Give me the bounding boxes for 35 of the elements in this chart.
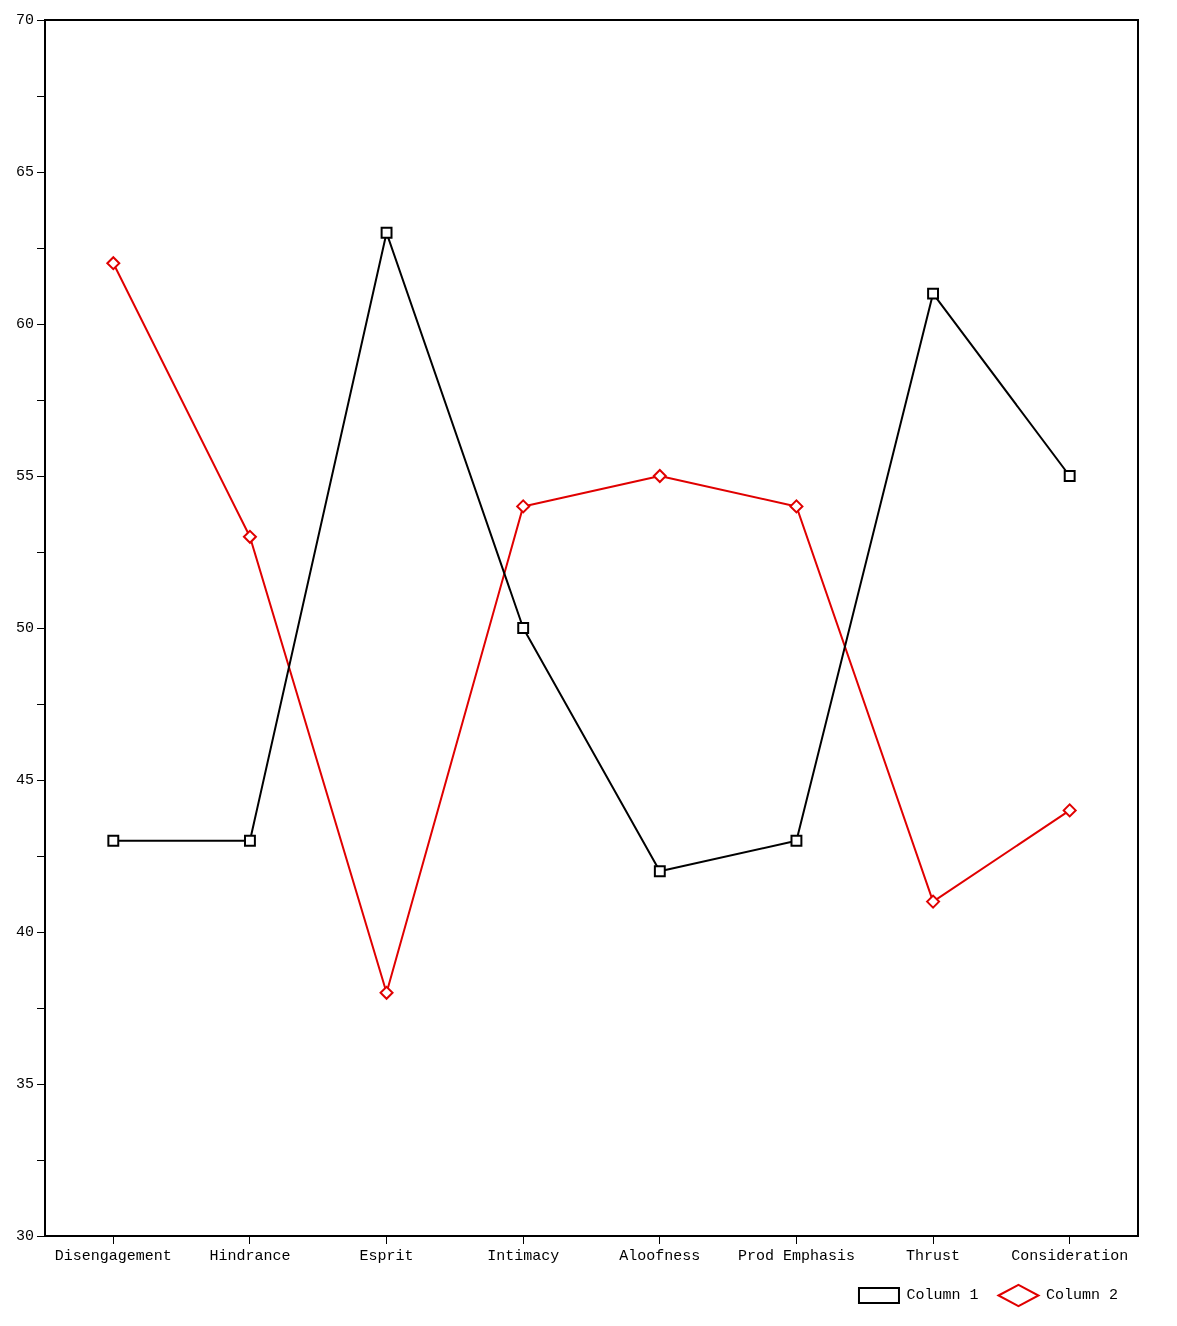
y-tick-label: 45: [15, 771, 34, 789]
x-tick-label: Disengagement: [54, 1247, 172, 1265]
y-tick-label: 60: [15, 315, 34, 333]
legend-label: Column 1: [906, 1287, 979, 1305]
x-tick-label: Hindrance: [209, 1247, 291, 1265]
point: [517, 622, 530, 634]
point: [652, 469, 667, 483]
point: [243, 834, 256, 847]
y-tick-label: 55: [15, 467, 34, 485]
point: [242, 529, 257, 544]
y-tick-label: 30: [15, 1227, 34, 1245]
point: [790, 834, 803, 847]
legend-label: Column 2: [1045, 1287, 1118, 1305]
point: [1062, 803, 1077, 818]
x-tick-label: Aloofness: [619, 1247, 701, 1265]
point: [653, 865, 666, 878]
y-tick-label: 35: [15, 1075, 34, 1093]
x-tick-label: Thrust: [906, 1247, 961, 1265]
point: [380, 226, 393, 239]
point: [1063, 470, 1076, 482]
y-tick-label: 65: [15, 163, 34, 181]
y-tick-label: 50: [15, 619, 34, 637]
x-tick-label: Intimacy: [487, 1247, 560, 1265]
x-tick-label: Consideration: [1011, 1247, 1129, 1265]
point: [926, 894, 941, 909]
point: [106, 256, 121, 271]
x-tick-label: Esprit: [359, 1247, 414, 1265]
point: [927, 287, 940, 300]
y-tick-label: 40: [15, 923, 34, 941]
x-tick-label: Prod Emphasis: [737, 1247, 855, 1265]
point: [107, 834, 120, 847]
point: [789, 499, 804, 514]
point: [379, 985, 394, 1000]
y-tick-label: 70: [15, 11, 34, 29]
point: [516, 499, 531, 514]
